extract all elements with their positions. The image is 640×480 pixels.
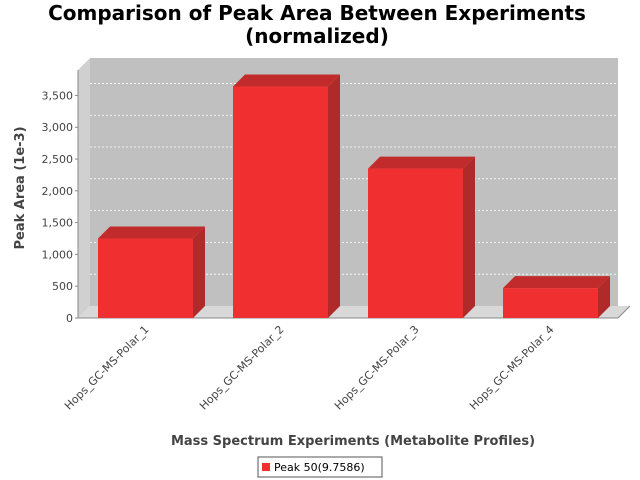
bar-side — [328, 74, 340, 319]
chart-title-line1: Comparison of Peak Area Between Experime… — [48, 1, 586, 25]
bar-front — [233, 86, 328, 319]
bar — [233, 74, 340, 319]
bar-front — [503, 288, 598, 318]
x-category-label: Hops_GC-MS-Polar_3 — [332, 323, 422, 413]
legend: Peak 50(9.7586) — [257, 456, 383, 478]
bar — [98, 226, 205, 318]
bar-front — [368, 168, 463, 318]
bar — [368, 156, 475, 318]
bar-top — [368, 156, 475, 169]
bar-top — [503, 276, 610, 289]
y-tick-label: 2,500 — [42, 153, 74, 166]
x-category-label: Hops_GC-MS-Polar_4 — [467, 323, 557, 413]
x-axis-title: Mass Spectrum Experiments (Metabolite Pr… — [171, 434, 535, 449]
bar — [503, 276, 610, 318]
y-axis-ticks: 0 500 1,000 1,500 2,000 2,500 3,000 3,500 — [42, 89, 78, 325]
plot-left-wall — [78, 58, 90, 318]
bar-side — [193, 226, 205, 318]
y-tick-label: 3,000 — [42, 121, 74, 134]
y-tick-label: 1,500 — [42, 217, 74, 230]
y-tick-label: 1,000 — [42, 248, 74, 261]
bar-top — [98, 226, 205, 239]
plot-floor — [78, 306, 630, 318]
bar-top — [233, 74, 340, 87]
x-category-label: Hops_GC-MS-Polar_1 — [62, 323, 152, 413]
chart-title-line2: (normalized) — [245, 24, 389, 48]
legend-box — [257, 456, 383, 478]
bars — [98, 74, 610, 319]
x-axis-end — [617, 305, 631, 319]
legend-swatch-peak-50 — [262, 463, 270, 471]
bar-side — [463, 156, 475, 318]
bar-side — [598, 276, 610, 318]
y-tick-label: 2,000 — [42, 185, 74, 198]
x-category-label: Hops_GC-MS-Polar_2 — [197, 323, 287, 413]
bar-front — [98, 238, 193, 318]
legend-label-peak-50: Peak 50(9.7586) — [274, 461, 365, 474]
x-axis-ticks: Hops_GC-MS-Polar_1 Hops_GC-MS-Polar_2 Hops… — [62, 323, 557, 413]
y-tick-label: 0 — [66, 312, 73, 325]
y-axis-title: Peak Area (1e-3) — [13, 126, 28, 249]
y-tick-label: 500 — [52, 280, 73, 293]
y-tick-label: 3,500 — [42, 89, 74, 102]
